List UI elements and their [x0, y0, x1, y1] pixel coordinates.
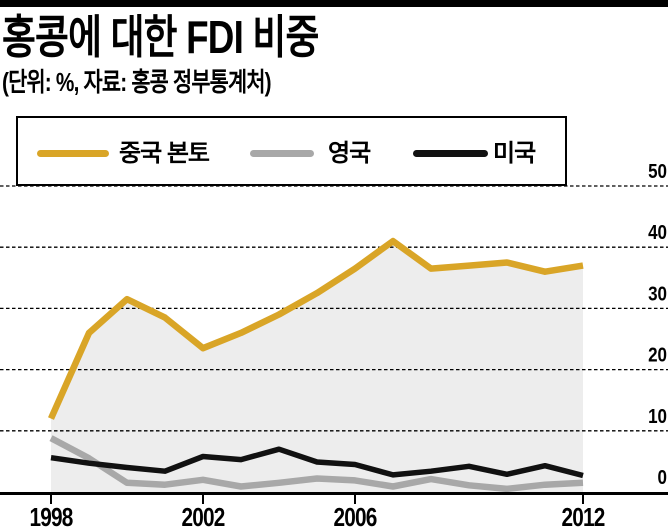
legend-label-china-mainland: 중국 본토 [119, 140, 210, 167]
x-axis-label-2006: 2006 [333, 503, 377, 532]
legend-box: 중국 본토 영국 미국 [16, 116, 567, 186]
y-axis-label-50: 50 [648, 160, 667, 183]
legend-label-uk: 영국 [328, 140, 371, 167]
x-axis-label-2002: 2002 [181, 503, 225, 532]
chart-subtitle: (단위: %, 자료: 홍콩 정부통계처) [2, 67, 272, 97]
area-fill-china-mainland [51, 241, 583, 492]
legend-line-swatch-us [413, 150, 488, 157]
legend-line-swatch-china-mainland [37, 150, 109, 157]
legend-label-us: 미국 [493, 140, 536, 167]
title-rule [0, 0, 668, 7]
legend-line-swatch-uk [250, 150, 314, 157]
y-axis-label-30: 30 [648, 282, 667, 305]
series-line-us [50, 446, 584, 479]
y-axis-label-10: 10 [648, 404, 667, 427]
y-axis-label-20: 20 [648, 343, 667, 366]
x-axis-label-2012: 2012 [561, 503, 605, 532]
y-axis-label-40: 40 [648, 221, 667, 244]
series-line-uk [49, 435, 584, 493]
x-axis-label-1998: 1998 [29, 503, 73, 532]
series-line-china-mainland [48, 237, 584, 420]
y-axis-label-0: 0 [658, 466, 667, 489]
chart-title: 홍콩에 대한 FDI 비중 [2, 11, 319, 63]
